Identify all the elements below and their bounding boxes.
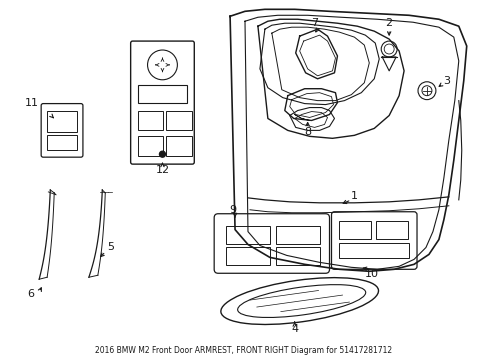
Text: 11: 11 (25, 98, 39, 108)
Text: 10: 10 (365, 269, 379, 279)
Text: 8: 8 (304, 127, 310, 138)
FancyBboxPatch shape (130, 41, 194, 164)
Text: 9: 9 (229, 205, 236, 215)
Bar (166, 111, 192, 130)
Ellipse shape (237, 285, 365, 318)
Bar (47, 135, 77, 150)
Text: 2: 2 (385, 18, 392, 28)
Text: 3: 3 (443, 76, 449, 86)
Text: 2016 BMW M2 Front Door ARMREST, FRONT RIGHT Diagram for 51417281712: 2016 BMW M2 Front Door ARMREST, FRONT RI… (95, 346, 392, 355)
Bar (275, 226, 319, 243)
Bar (137, 111, 163, 130)
Bar (275, 247, 319, 265)
Ellipse shape (221, 278, 378, 324)
Text: 5: 5 (107, 243, 114, 252)
Bar (339, 243, 408, 258)
Text: 1: 1 (350, 191, 357, 201)
FancyBboxPatch shape (41, 104, 83, 157)
Text: 7: 7 (310, 18, 318, 28)
Bar (137, 136, 163, 156)
Bar (47, 111, 77, 132)
Bar (225, 226, 269, 243)
FancyBboxPatch shape (331, 212, 416, 269)
Text: 4: 4 (290, 324, 298, 334)
FancyBboxPatch shape (214, 214, 329, 273)
Text: 6: 6 (28, 289, 35, 299)
Circle shape (159, 151, 165, 157)
Bar (225, 247, 269, 265)
Bar (137, 85, 187, 103)
Text: 12: 12 (155, 165, 169, 175)
Bar (166, 136, 192, 156)
Bar (339, 221, 370, 239)
Bar (375, 221, 407, 239)
